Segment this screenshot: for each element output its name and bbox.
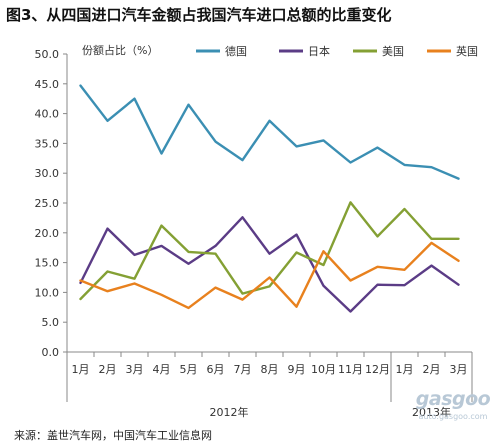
axes: 0.0 5.0 10.0 15.0 20.0 25.0 30.0 35.0 40.0 45.0 50… — [35, 48, 473, 419]
y-tick-label: 15.0 — [35, 257, 60, 270]
legend-label: 英国 — [456, 44, 478, 58]
x-tick-label: 6月 — [207, 363, 225, 376]
x-tick-label: 11月 — [338, 363, 363, 376]
source-note: 来源：盖世汽车网，中国汽车工业信息网 — [14, 429, 212, 442]
year-group-label: 2013年 — [412, 405, 451, 419]
series-line — [79, 241, 460, 310]
x-tick-label: 8月 — [261, 363, 279, 376]
series-line — [79, 84, 460, 180]
x-tick-label: 5月 — [180, 363, 198, 376]
legend-label: 日本 — [308, 44, 330, 58]
y-tick-label: 45.0 — [35, 78, 60, 91]
y-tick-label: 40.0 — [35, 108, 60, 121]
x-tick-label: 9月 — [288, 363, 306, 376]
y-tick-label: 20.0 — [35, 227, 60, 240]
series-line — [79, 216, 460, 313]
series-line — [79, 201, 460, 301]
x-tick-label: 3月 — [450, 363, 468, 376]
y-tick-label: 50.0 — [35, 48, 60, 61]
x-tick-label: 4月 — [153, 363, 171, 376]
y-axis-label: 份额占比（%） — [82, 43, 158, 57]
x-tick-label: 2月 — [423, 363, 441, 376]
x-tick-label: 1月 — [396, 363, 414, 376]
chart-title: 图3、从四国进口汽车金额占我国汽车进口总额的比重变化 — [6, 6, 392, 24]
x-tick-label: 10月 — [311, 363, 336, 376]
y-tick-label: 35.0 — [35, 137, 60, 150]
x-tick-label: 1月 — [72, 363, 90, 376]
y-tick-label: 0.0 — [42, 346, 60, 359]
legend-label: 美国 — [382, 45, 404, 58]
legend-label: 德国 — [225, 44, 247, 58]
y-tick-label: 25.0 — [35, 197, 60, 210]
x-tick-label: 3月 — [126, 363, 144, 376]
legend: 德国 日本 美国 英国 — [196, 44, 478, 58]
y-tick-label: 10.0 — [35, 286, 60, 299]
x-tick-label: 7月 — [234, 363, 252, 376]
year-group-label: 2012年 — [210, 405, 249, 419]
x-tick-label: 2月 — [99, 363, 117, 376]
x-tick-label: 12月 — [365, 363, 390, 376]
y-tick-label: 30.0 — [35, 167, 60, 180]
series-lines — [79, 84, 460, 313]
y-tick-label: 5.0 — [42, 316, 60, 329]
